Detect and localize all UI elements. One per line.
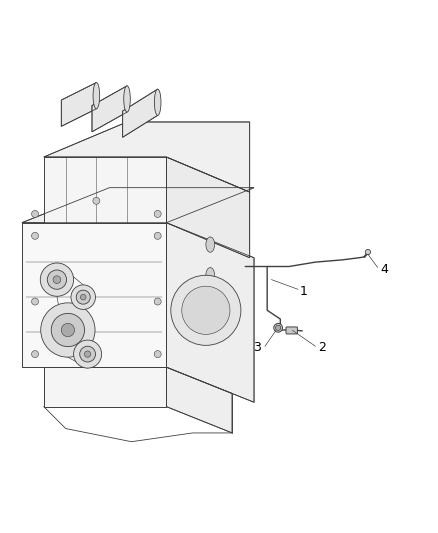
Circle shape <box>41 303 95 357</box>
Circle shape <box>61 324 74 337</box>
Ellipse shape <box>124 86 131 112</box>
Circle shape <box>93 197 100 204</box>
Circle shape <box>74 340 102 368</box>
Circle shape <box>365 249 371 255</box>
Polygon shape <box>123 89 158 138</box>
Circle shape <box>32 232 39 239</box>
Circle shape <box>80 346 95 362</box>
Circle shape <box>53 276 61 284</box>
Circle shape <box>81 294 86 300</box>
Text: 2: 2 <box>318 342 326 354</box>
Polygon shape <box>166 223 254 402</box>
Polygon shape <box>61 83 96 126</box>
Polygon shape <box>44 122 250 192</box>
Circle shape <box>276 325 281 330</box>
Polygon shape <box>44 157 166 223</box>
Circle shape <box>171 275 241 345</box>
Circle shape <box>154 351 161 358</box>
Circle shape <box>51 313 85 346</box>
FancyBboxPatch shape <box>286 327 297 334</box>
Circle shape <box>154 211 161 217</box>
Polygon shape <box>166 367 232 433</box>
Text: 1: 1 <box>300 285 308 297</box>
Circle shape <box>274 324 283 332</box>
Polygon shape <box>166 157 250 258</box>
Circle shape <box>182 286 230 334</box>
Polygon shape <box>44 367 166 407</box>
Circle shape <box>76 290 90 304</box>
Circle shape <box>40 263 74 296</box>
Polygon shape <box>22 223 166 367</box>
Polygon shape <box>22 188 254 223</box>
Circle shape <box>85 351 91 357</box>
Circle shape <box>32 211 39 217</box>
Circle shape <box>71 285 95 310</box>
Text: 4: 4 <box>380 263 388 276</box>
Polygon shape <box>92 86 127 132</box>
Ellipse shape <box>206 298 215 313</box>
Ellipse shape <box>154 89 161 115</box>
Ellipse shape <box>206 237 215 252</box>
Circle shape <box>32 298 39 305</box>
Ellipse shape <box>206 268 215 283</box>
Circle shape <box>32 351 39 358</box>
Text: 3: 3 <box>253 342 261 354</box>
Circle shape <box>154 298 161 305</box>
Ellipse shape <box>206 329 215 344</box>
Circle shape <box>154 232 161 239</box>
Circle shape <box>47 270 67 289</box>
Ellipse shape <box>93 83 99 109</box>
